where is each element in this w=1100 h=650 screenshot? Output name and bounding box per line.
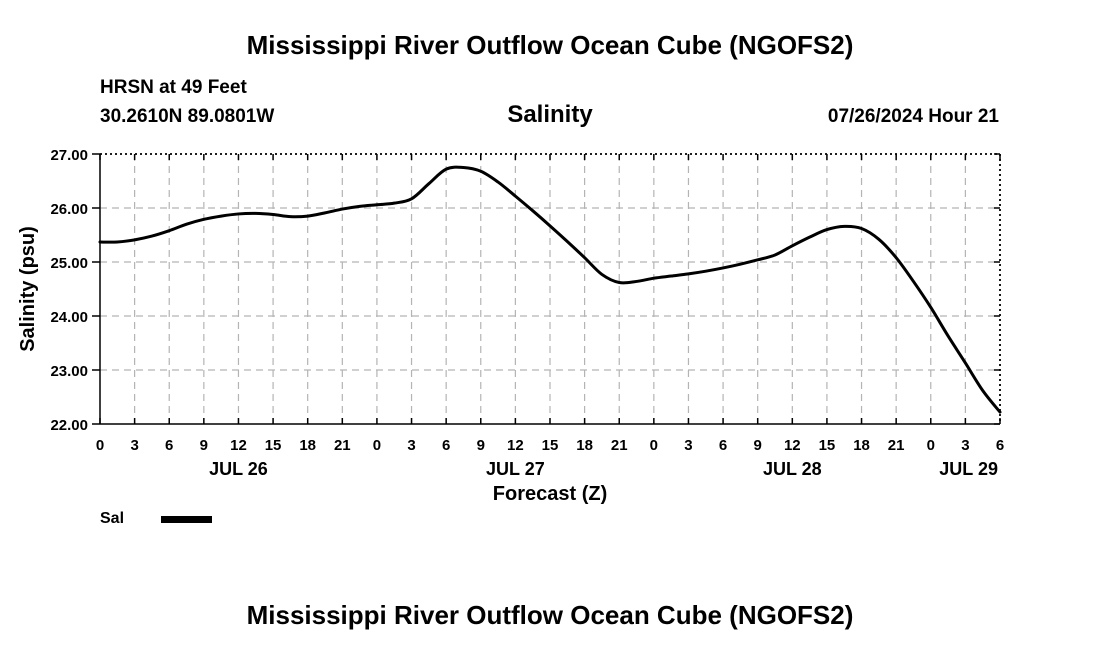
x-tick-label: 15 [265, 437, 282, 454]
x-tick-label: 9 [477, 437, 485, 454]
x-tick-label: 21 [611, 437, 628, 454]
x-tick-label: 0 [927, 437, 935, 454]
x-tick-label: 6 [442, 437, 450, 454]
forecast-timestamp: 07/26/2024 Hour 21 [827, 106, 999, 127]
day-label: JUL 27 [486, 459, 545, 479]
x-tick-label: 18 [853, 437, 870, 454]
x-tick-label: 0 [650, 437, 658, 454]
y-tick-label: 27.00 [50, 147, 88, 164]
series-line-sal [98, 165, 1002, 414]
x-tick-label: 15 [542, 437, 559, 454]
station-name: HRSN at 49 Feet [100, 77, 247, 98]
x-tick-label: 0 [373, 437, 381, 454]
x-tick-label: 18 [299, 437, 316, 454]
x-tick-label: 6 [996, 437, 1004, 454]
chart-title: Mississippi River Outflow Ocean Cube (NG… [246, 30, 854, 60]
y-axis-title: Salinity (psu) [17, 226, 39, 352]
x-tick-label: 15 [819, 437, 836, 454]
legend-swatch [161, 516, 212, 523]
x-tick-label: 3 [407, 437, 415, 454]
x-tick-label: 6 [165, 437, 173, 454]
day-label: JUL 26 [209, 459, 268, 479]
x-tick-label: 6 [719, 437, 727, 454]
x-tick-label: 9 [754, 437, 762, 454]
legend-label: Sal [100, 510, 125, 527]
y-tick-label: 23.00 [50, 363, 88, 380]
y-tick-label: 24.00 [50, 309, 88, 326]
x-tick-label: 3 [684, 437, 692, 454]
x-tick-label: 0 [96, 437, 104, 454]
x-tick-label: 18 [576, 437, 593, 454]
x-tick-label: 21 [888, 437, 905, 454]
day-label: JUL 28 [763, 459, 822, 479]
x-tick-label: 3 [961, 437, 969, 454]
y-tick-label: 22.00 [50, 417, 88, 434]
y-tick-label: 26.00 [50, 201, 88, 218]
x-tick-label: 12 [784, 437, 801, 454]
x-tick-label: 9 [200, 437, 208, 454]
x-axis-title: Forecast (Z) [493, 483, 607, 505]
day-label: JUL 29 [939, 459, 998, 479]
footer-title: Mississippi River Outflow Ocean Cube (NG… [246, 600, 854, 630]
x-tick-label: 3 [130, 437, 138, 454]
x-tick-label: 21 [334, 437, 351, 454]
x-tick-label: 12 [507, 437, 524, 454]
variable-name: Salinity [507, 101, 593, 128]
station-coordinates: 30.2610N 89.0801W [100, 106, 275, 127]
x-tick-label: 12 [230, 437, 247, 454]
y-tick-label: 25.00 [50, 255, 88, 272]
